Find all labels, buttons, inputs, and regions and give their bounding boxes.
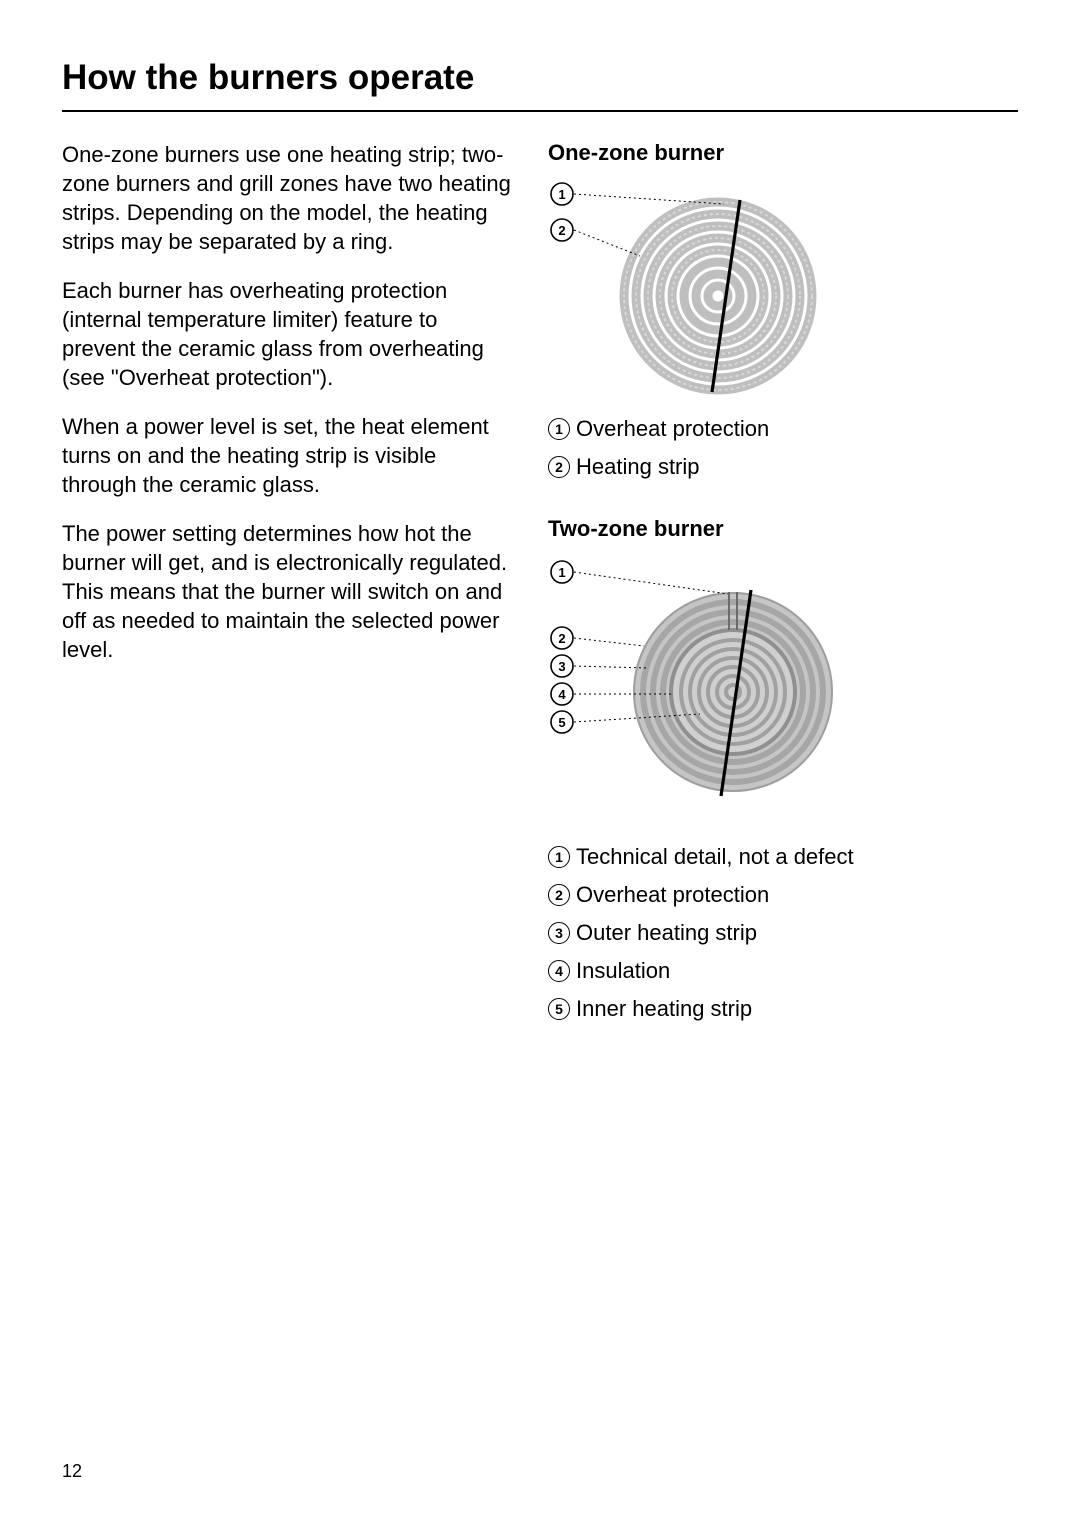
legend-num-icon: 1 xyxy=(548,846,570,868)
legend-num-icon: 5 xyxy=(548,998,570,1020)
one-zone-block: One-zone burner xyxy=(548,140,1018,478)
two-zone-block: Two-zone burner xyxy=(548,516,1018,1020)
legend-num-icon: 1 xyxy=(548,418,570,440)
callout-3: 3 xyxy=(551,655,648,677)
intro-paragraph-4: The power setting determines how hot the… xyxy=(62,519,512,664)
one-zone-diagram: 1 2 xyxy=(548,174,818,398)
legend-row: 1 Overheat protection xyxy=(548,418,1018,440)
svg-text:3: 3 xyxy=(558,659,565,674)
title-rule xyxy=(62,110,1018,112)
callout-1: 1 xyxy=(551,561,728,594)
legend-row: 2 Overheat protection xyxy=(548,884,1018,906)
one-zone-heading: One-zone burner xyxy=(548,140,1018,166)
callout-2: 2 xyxy=(551,219,640,256)
one-zone-legend: 1 Overheat protection 2 Heating strip xyxy=(548,418,1018,478)
legend-row: 1 Technical detail, not a defect xyxy=(548,846,1018,868)
legend-num-icon: 2 xyxy=(548,456,570,478)
svg-text:1: 1 xyxy=(558,565,565,580)
right-column: One-zone burner xyxy=(548,140,1018,1058)
intro-paragraph-3: When a power level is set, the heat elem… xyxy=(62,412,512,499)
legend-text: Insulation xyxy=(576,960,670,982)
page-title: How the burners operate xyxy=(62,58,1018,98)
legend-row: 5 Inner heating strip xyxy=(548,998,1018,1020)
legend-row: 4 Insulation xyxy=(548,960,1018,982)
legend-num-icon: 2 xyxy=(548,884,570,906)
legend-num-icon: 4 xyxy=(548,960,570,982)
svg-text:1: 1 xyxy=(558,187,565,202)
legend-text: Technical detail, not a defect xyxy=(576,846,854,868)
legend-row: 2 Heating strip xyxy=(548,456,1018,478)
svg-text:5: 5 xyxy=(558,715,565,730)
legend-text: Outer heating strip xyxy=(576,922,757,944)
legend-num-icon: 3 xyxy=(548,922,570,944)
two-zone-heading: Two-zone burner xyxy=(548,516,1018,542)
left-column: One-zone burners use one heating strip; … xyxy=(62,140,512,1058)
content-columns: One-zone burners use one heating strip; … xyxy=(62,140,1018,1058)
page-number: 12 xyxy=(62,1461,82,1482)
two-zone-diagram: 1 2 3 4 xyxy=(548,550,838,812)
legend-text: Overheat protection xyxy=(576,418,769,440)
svg-text:2: 2 xyxy=(558,223,565,238)
legend-text: Heating strip xyxy=(576,456,700,478)
legend-text: Inner heating strip xyxy=(576,998,752,1020)
callout-2: 2 xyxy=(551,627,644,649)
svg-text:2: 2 xyxy=(558,631,565,646)
intro-paragraph-2: Each burner has overheating protection (… xyxy=(62,276,512,392)
two-zone-legend: 1 Technical detail, not a defect 2 Overh… xyxy=(548,846,1018,1020)
intro-paragraph-1: One-zone burners use one heating strip; … xyxy=(62,140,512,256)
svg-text:4: 4 xyxy=(558,687,566,702)
legend-text: Overheat protection xyxy=(576,884,769,906)
legend-row: 3 Outer heating strip xyxy=(548,922,1018,944)
